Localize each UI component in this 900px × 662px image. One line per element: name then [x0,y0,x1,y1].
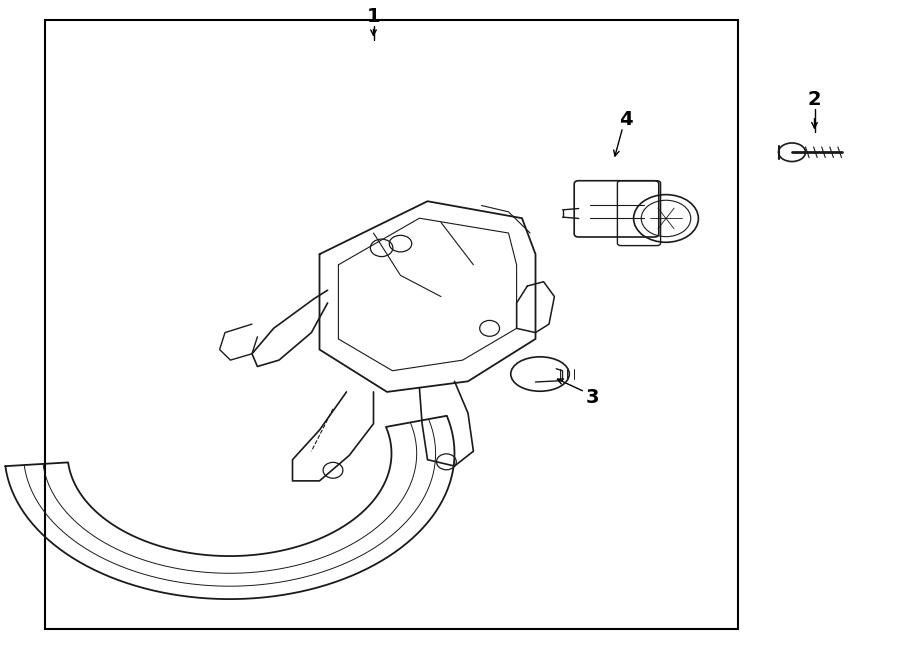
Text: 4: 4 [618,110,633,128]
Bar [45,20,738,629]
Text: 3: 3 [586,388,599,406]
Text: 1: 1 [366,7,381,26]
Text: 2: 2 [807,90,822,109]
